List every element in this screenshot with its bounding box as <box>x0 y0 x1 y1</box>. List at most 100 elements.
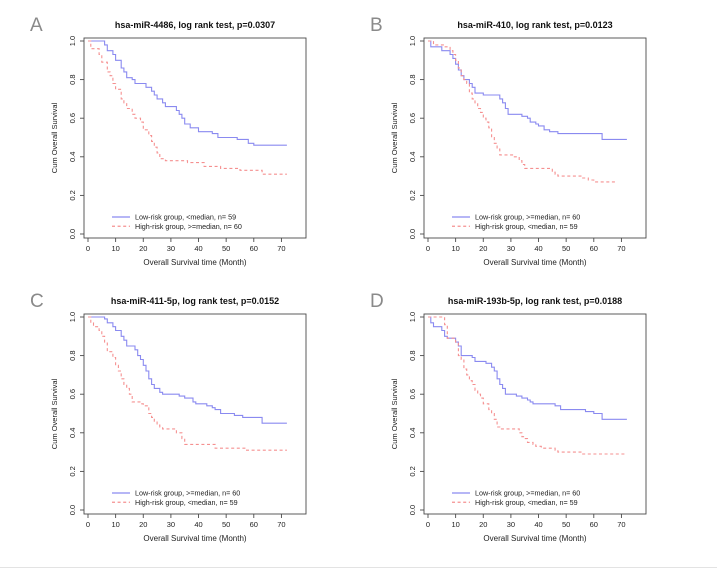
legend-label: High-risk group, <median, n= 59 <box>475 222 578 231</box>
panel-letter-b: B <box>370 15 384 36</box>
x-axis-label: Overall Survival time (Month) <box>143 534 246 543</box>
y-tick-label: 0.0 <box>68 229 77 239</box>
legend-label: Low-risk group, >=median, n= 60 <box>475 489 580 498</box>
x-tick-label: 10 <box>451 244 459 253</box>
y-tick-label: 0.4 <box>68 152 77 162</box>
y-tick-label: 0.2 <box>408 190 417 200</box>
x-tick-label: 20 <box>479 244 487 253</box>
panel-title: hsa-miR-410, log rank test, p=0.0123 <box>457 20 612 30</box>
low-risk-curve <box>428 316 627 420</box>
x-tick-label: 30 <box>167 520 175 529</box>
legend-label: Low-risk group, >=median, n= 60 <box>135 489 240 498</box>
y-tick-label: 0.6 <box>68 113 77 123</box>
x-tick-label: 10 <box>111 244 119 253</box>
panel-c: C hsa-miR-411-5p, log rank test, p=0.015… <box>26 284 366 546</box>
x-tick-label: 40 <box>534 520 542 529</box>
x-tick-label: 30 <box>167 244 175 253</box>
x-tick-label: 50 <box>222 520 230 529</box>
x-axis-label: Overall Survival time (Month) <box>143 258 246 267</box>
x-tick-label: 70 <box>277 520 285 529</box>
panel-a: A hsa-miR-4486, log rank test, p=0.0307 0… <box>26 8 366 270</box>
y-tick-label: 0.2 <box>68 466 77 476</box>
plot-box <box>83 37 307 239</box>
x-tick-label: 30 <box>507 520 515 529</box>
y-tick-label: 0.8 <box>408 350 417 360</box>
y-tick-label: 0.4 <box>408 428 417 438</box>
x-tick-label: 70 <box>617 244 625 253</box>
legend-label: High-risk group, >=median, n= 60 <box>135 222 242 231</box>
x-tick-label: 40 <box>194 520 202 529</box>
x-tick-label: 10 <box>451 520 459 529</box>
y-tick-label: 1.0 <box>68 36 77 46</box>
plot-box <box>423 37 647 239</box>
x-axis-label: Overall Survival time (Month) <box>483 534 586 543</box>
legend-label: High-risk group, <median, n= 59 <box>135 498 238 507</box>
x-tick-label: 50 <box>562 244 570 253</box>
panel-letter-d: D <box>370 291 385 312</box>
y-axis-label: Cum Overall Survival <box>50 378 59 449</box>
low-risk-curve <box>88 40 287 146</box>
bottom-divider <box>0 567 717 568</box>
high-risk-curve <box>88 40 287 175</box>
x-tick-label: 50 <box>222 244 230 253</box>
x-tick-label: 0 <box>426 520 430 529</box>
panel-title: hsa-miR-4486, log rank test, p=0.0307 <box>115 20 275 30</box>
x-tick-label: 50 <box>562 520 570 529</box>
y-tick-label: 0.0 <box>68 505 77 515</box>
y-tick-label: 0.6 <box>408 389 417 399</box>
y-axis-label: Cum Overall Survival <box>50 102 59 173</box>
y-tick-label: 1.0 <box>68 312 77 322</box>
survival-plot-a: hsa-miR-4486, log rank test, p=0.0307 0 10… <box>50 20 307 267</box>
low-risk-curve <box>428 40 627 140</box>
panel-b: B hsa-miR-410, log rank test, p=0.0123 0 1… <box>366 8 706 270</box>
x-tick-label: 40 <box>534 244 542 253</box>
y-tick-label: 0.8 <box>68 350 77 360</box>
x-axis-label: Overall Survival time (Month) <box>483 258 586 267</box>
plot-box <box>423 313 647 515</box>
panel-title: hsa-miR-411-5p, log rank test, p=0.0152 <box>111 296 279 306</box>
x-tick-label: 0 <box>426 244 430 253</box>
y-tick-label: 0.6 <box>408 113 417 123</box>
high-risk-curve <box>88 316 287 451</box>
legend-label: High-risk group, <median, n= 59 <box>475 498 578 507</box>
panel-letter-a: A <box>30 15 44 36</box>
low-risk-curve <box>88 316 287 424</box>
legend-label: Low-risk group, >=median, n= 60 <box>475 213 580 222</box>
x-tick-label: 60 <box>590 244 598 253</box>
y-tick-label: 0.2 <box>408 466 417 476</box>
y-tick-label: 0.0 <box>408 505 417 515</box>
y-tick-label: 1.0 <box>408 36 417 46</box>
x-tick-label: 60 <box>590 520 598 529</box>
legend-label: Low-risk group, <median, n= 59 <box>135 213 236 222</box>
y-tick-label: 1.0 <box>408 312 417 322</box>
high-risk-curve <box>428 40 616 183</box>
y-tick-label: 0.0 <box>408 229 417 239</box>
plot-box <box>83 313 307 515</box>
x-tick-label: 0 <box>86 244 90 253</box>
survival-plot-d: hsa-miR-193b-5p, log rank test, p=0.0188… <box>390 296 647 543</box>
x-tick-label: 40 <box>194 244 202 253</box>
x-tick-label: 10 <box>111 520 119 529</box>
y-tick-label: 0.8 <box>68 74 77 84</box>
x-tick-label: 60 <box>250 244 258 253</box>
panel-title: hsa-miR-193b-5p, log rank test, p=0.0188 <box>448 296 622 306</box>
y-tick-label: 0.6 <box>68 389 77 399</box>
y-tick-label: 0.8 <box>408 74 417 84</box>
x-tick-label: 70 <box>617 520 625 529</box>
panel-letter-c: C <box>30 291 45 312</box>
x-tick-label: 0 <box>86 520 90 529</box>
x-tick-label: 20 <box>139 520 147 529</box>
panel-d: D hsa-miR-193b-5p, log rank test, p=0.01… <box>366 284 706 546</box>
y-axis-label: Cum Overall Survival <box>390 102 399 173</box>
y-tick-label: 0.2 <box>68 190 77 200</box>
y-axis-label: Cum Overall Survival <box>390 378 399 449</box>
high-risk-curve <box>428 316 627 455</box>
x-tick-label: 20 <box>139 244 147 253</box>
x-tick-label: 20 <box>479 520 487 529</box>
survival-plot-c: hsa-miR-411-5p, log rank test, p=0.0152 0… <box>50 296 307 543</box>
x-tick-label: 60 <box>250 520 258 529</box>
y-tick-label: 0.4 <box>408 152 417 162</box>
x-tick-label: 30 <box>507 244 515 253</box>
x-tick-label: 70 <box>277 244 285 253</box>
